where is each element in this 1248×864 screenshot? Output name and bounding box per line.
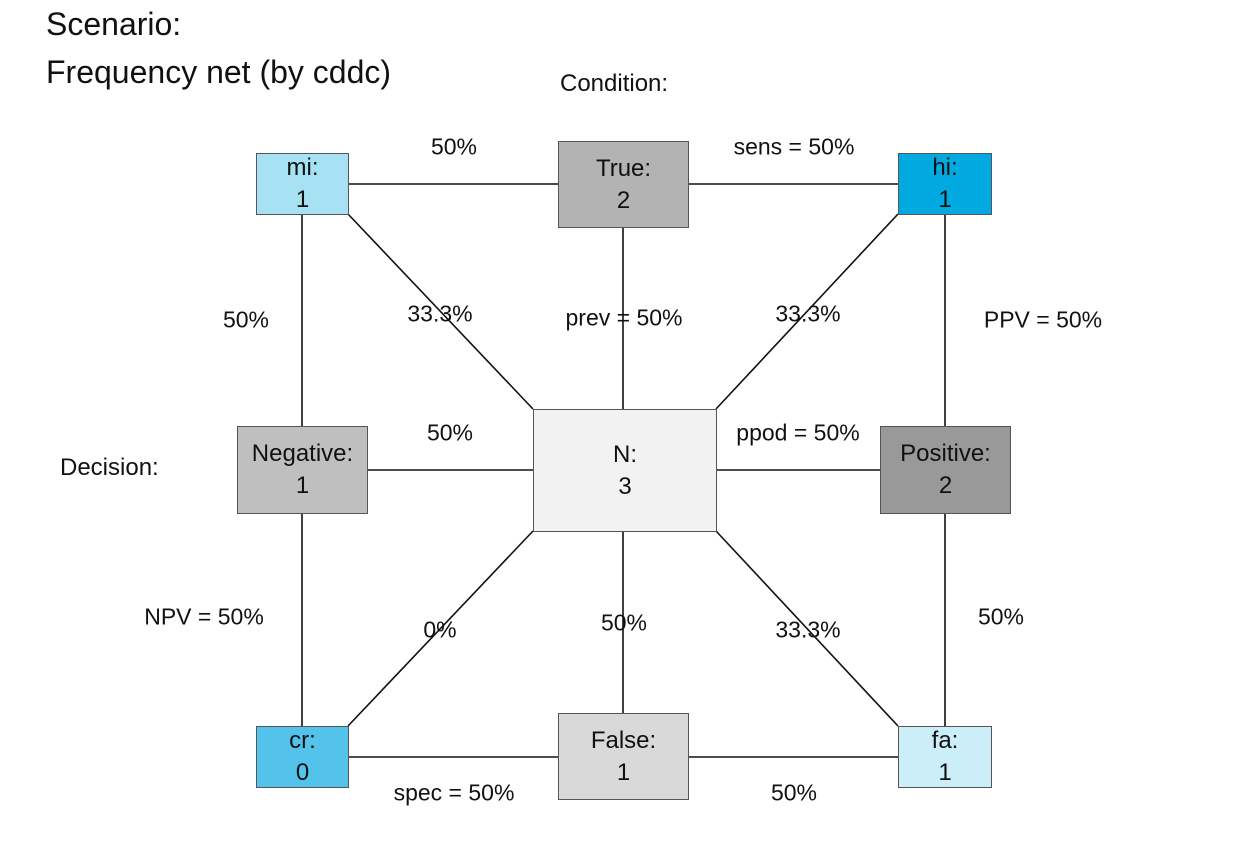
label-cr-n: 0% [423,616,457,643]
label-negative-cr: NPV = 50% [144,603,264,630]
node-negative: Negative: 1 [237,426,368,514]
node-true: True: 2 [558,141,689,228]
node-n: N: 3 [533,409,717,532]
node-negative-name: Negative: [251,440,354,467]
node-false-value: 1 [616,758,631,786]
node-fa-name: fa: [931,727,959,754]
node-n-value: 3 [618,472,632,500]
edge-cr-n [347,530,534,727]
label-n-positive: ppod = 50% [736,419,860,446]
node-false: False: 1 [558,713,689,800]
label-n-false: 50% [600,609,648,636]
label-hi-positive: PPV = 50% [983,306,1103,333]
diagram-title-line-1: Scenario: [46,6,182,42]
label-positive-fa: 50% [977,603,1025,630]
label-mi-negative: 50% [222,306,270,333]
node-mi: mi: 1 [256,153,349,215]
node-positive: Positive: 2 [880,426,1011,514]
label-cr-false: spec = 50% [393,779,515,806]
decision-label: Decision: [60,454,159,481]
node-false-name: False: [590,726,657,754]
node-cr: cr: 0 [256,726,349,788]
node-true-value: 2 [616,186,631,214]
node-mi-name: mi: [286,154,319,181]
label-mi-true: 50% [430,133,478,160]
edge-mi-n [347,213,534,410]
node-fa-value: 1 [938,759,952,786]
node-mi-value: 1 [295,186,310,213]
node-positive-name: Positive: [900,440,991,467]
node-positive-value: 2 [938,472,953,499]
diagram-title-line-2: Frequency net (by cddc) [46,54,392,90]
label-true-hi: sens = 50% [733,133,855,160]
condition-label: Condition: [560,70,669,97]
label-true-n: prev = 50% [565,304,683,331]
node-negative-value: 1 [295,472,310,499]
edge-hi-n [715,213,899,410]
node-cr-value: 0 [295,759,310,786]
node-hi-value: 1 [938,186,952,213]
label-negative-n: 50% [426,419,474,446]
label-n-fa: 33.3% [775,616,841,643]
node-n-name: N: [613,440,637,468]
label-mi-n: 33.3% [407,300,473,327]
node-fa: fa: 1 [898,726,992,788]
label-false-fa: 50% [770,779,818,806]
node-hi-name: hi: [932,154,958,181]
node-hi: hi: 1 [898,153,992,215]
label-hi-n: 33.3% [775,300,841,327]
node-true-name: True: [595,154,652,182]
node-cr-name: cr: [289,727,316,754]
edge-n-fa [715,530,899,727]
